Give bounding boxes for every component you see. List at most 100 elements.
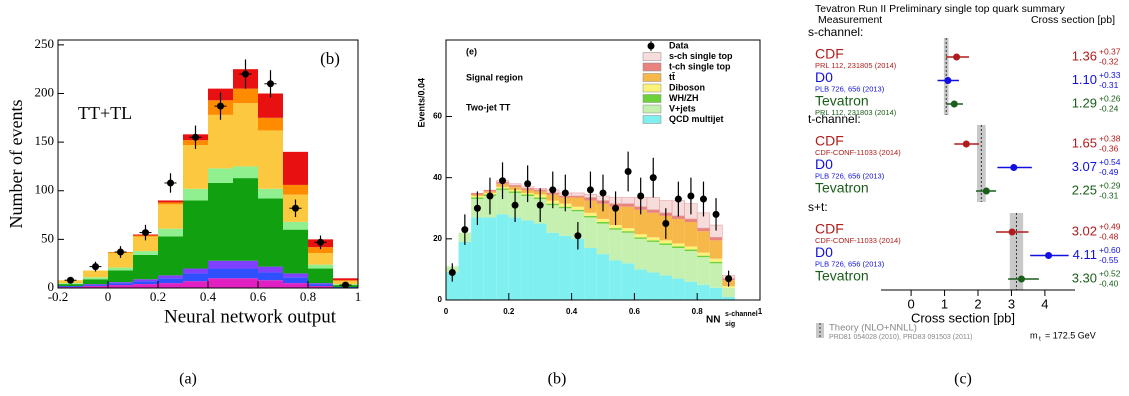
group-label: s-channel:: [808, 25, 863, 39]
bar-segment: [521, 220, 534, 300]
legend-label: Theory (NLO+NNLL): [829, 323, 917, 334]
measurement-point: [962, 140, 970, 148]
y-tick-label: 100: [35, 182, 55, 197]
bar-segment: [709, 261, 723, 264]
data-point: [499, 177, 507, 185]
bar-segment: [183, 145, 208, 189]
bar-segment: [684, 251, 698, 282]
bar-segment: [559, 208, 572, 236]
bar-segment: [672, 278, 685, 300]
bar-segment: [133, 284, 158, 288]
bar-segment: [108, 285, 133, 288]
bar-segment: [621, 231, 635, 233]
data-point: [267, 80, 274, 88]
bar-segment: [508, 183, 522, 186]
data-point: [624, 168, 632, 176]
error-plus-label: +0.60: [1099, 245, 1121, 255]
data-point: [317, 238, 324, 246]
bar-segment: [621, 206, 635, 229]
error-plus-label: +0.49: [1099, 221, 1121, 231]
bar-segment: [571, 196, 585, 198]
bar-segment: [133, 281, 158, 285]
bar-segment: [709, 258, 723, 262]
bar-segment: [183, 200, 208, 269]
bar-segment: [571, 197, 585, 207]
data-point: [649, 174, 657, 182]
value-label: 1.29: [1072, 95, 1097, 110]
reference: PLB 726, 656 (2013): [815, 84, 885, 93]
legend-swatch: [642, 104, 662, 114]
bar-segment: [621, 197, 635, 204]
mass-text: = 172.5 GeV: [1045, 330, 1096, 340]
bar-segment: [308, 264, 333, 269]
bar-segment: [283, 283, 308, 288]
legend-swatch: [642, 52, 662, 61]
bar-segment: [584, 248, 597, 300]
bar-segment: [283, 184, 308, 195]
bar-segment: [584, 217, 597, 248]
bar-segment: [709, 240, 723, 259]
bar-segment: [508, 185, 522, 187]
legend-swatch: [642, 73, 662, 82]
x-axis-label: NN: [706, 315, 720, 326]
bar-segment: [684, 222, 698, 247]
bar-segment: [183, 273, 208, 282]
annotation: Two-jet TT: [466, 102, 511, 112]
bar-segment: [108, 267, 133, 271]
data-point: [511, 201, 519, 209]
panel-label: (e): [466, 46, 477, 56]
bar-segment: [233, 260, 258, 269]
bar-segment: [634, 237, 647, 239]
x-tick-label: 0.8: [692, 307, 704, 316]
measurement-name: CDF: [815, 221, 844, 237]
bar-segment: [584, 215, 597, 218]
x-tick-label: 0: [105, 289, 112, 304]
bar-segment: [308, 247, 333, 253]
measurement-name: D0: [815, 69, 833, 85]
y-tick-label: 250: [35, 36, 55, 51]
y-axis-label: Number of events: [6, 100, 26, 229]
measurement-name: Tevatron: [815, 268, 869, 284]
reference: PLB 726, 656 (2013): [815, 171, 885, 180]
bar-segment: [571, 206, 585, 210]
bar-segment: [283, 221, 308, 230]
bar-segment: [158, 204, 183, 229]
value-label: 1.36: [1072, 48, 1097, 63]
value-label: 4.11: [1073, 247, 1097, 262]
bar-segment: [258, 272, 283, 281]
bar-segment: [233, 88, 258, 104]
error-minus-label: -0.31: [1099, 190, 1119, 200]
group-label: t-channel:: [808, 112, 861, 126]
bar-segment: [634, 234, 647, 238]
theory-band: [943, 38, 949, 115]
theory-band: [976, 125, 986, 202]
bar-segment: [158, 236, 183, 276]
bar-segment: [108, 283, 133, 286]
bar-segment: [308, 286, 333, 288]
data-point: [448, 268, 456, 276]
bar-segment: [83, 277, 108, 280]
bar-segment: [458, 241, 472, 300]
y-axis-label: Events/0.04: [416, 78, 426, 128]
bar-segment: [684, 218, 698, 222]
measurement-point: [950, 100, 958, 108]
bar-segment: [283, 277, 308, 284]
error-minus-label: -0.49: [1099, 167, 1119, 177]
bar-segment: [697, 257, 710, 285]
bar-segment: [158, 202, 183, 205]
bar-segment: [533, 223, 547, 300]
bar-segment: [646, 209, 660, 213]
bar-segment: [183, 188, 208, 201]
measurement-point: [1045, 252, 1053, 259]
data-point: [536, 201, 544, 209]
x-axis-label-sup: s-channel: [725, 311, 758, 318]
bar-segment: [258, 188, 283, 199]
plot-frame: [445, 39, 761, 301]
bar-segment: [183, 281, 208, 288]
measurement-point: [1010, 164, 1018, 171]
data-point: [586, 186, 594, 194]
error-plus-label: +0.26: [1099, 93, 1121, 103]
error-plus-label: +0.54: [1099, 157, 1121, 167]
bar-segment: [672, 243, 685, 247]
bar-segment: [133, 279, 158, 282]
